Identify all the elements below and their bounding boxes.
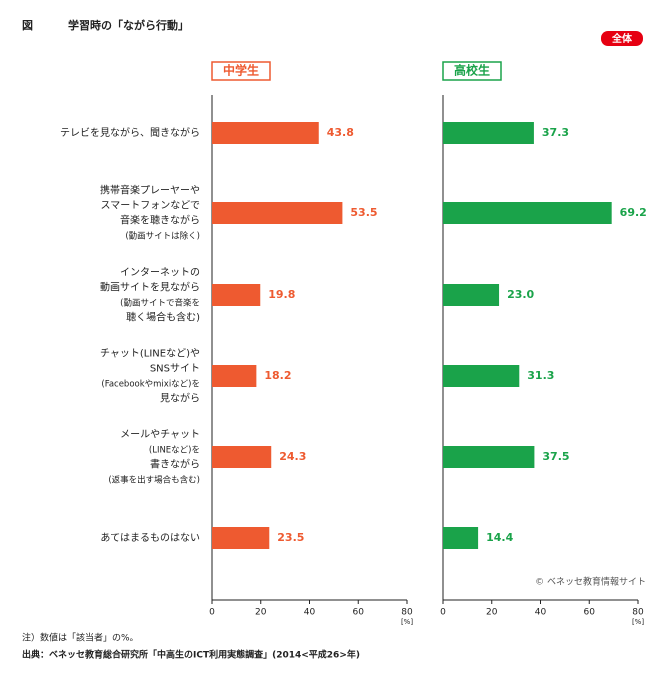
x-tick-label: 20 — [255, 608, 267, 618]
x-tick-label: 0 — [209, 608, 215, 618]
value-label: 37.3 — [542, 126, 569, 139]
category-label: テレビを見ながら、聞きながら — [60, 126, 200, 139]
x-tick-label: 20 — [486, 608, 498, 618]
badge-bg — [601, 31, 643, 46]
bar — [212, 527, 270, 549]
panel-header: 中学生 — [223, 63, 259, 78]
value-label: 18.2 — [264, 369, 291, 382]
chart-title: 学習時の「ながら行動」 — [68, 18, 189, 32]
value-label: 53.5 — [350, 206, 377, 219]
bar — [212, 284, 261, 306]
x-tick-label: 80 — [401, 608, 413, 618]
x-tick-label: 60 — [584, 608, 596, 618]
bar — [443, 284, 500, 306]
category-label: 携帯音楽プレーヤーやスマートフォンなどで音楽を聴きながら(動画サイトは除く) — [100, 184, 200, 242]
bar — [443, 202, 612, 224]
value-label: 24.3 — [279, 450, 306, 463]
category-label: あてはまるものはない — [100, 532, 200, 544]
value-label: 23.5 — [277, 531, 304, 544]
bar — [212, 365, 257, 387]
value-label: 19.8 — [268, 288, 295, 301]
value-label: 69.2 — [620, 206, 647, 219]
badge: 全体 — [611, 32, 633, 45]
note: 注）数値は「該当者」の%。 — [22, 632, 139, 644]
panel-header-box — [211, 61, 271, 81]
value-label: 14.4 — [486, 531, 513, 544]
bar — [212, 202, 343, 224]
x-axis-unit: [%] — [632, 618, 644, 626]
bar — [212, 122, 319, 144]
x-tick-label: 80 — [632, 608, 644, 618]
bar — [443, 122, 534, 144]
panel-header-box — [442, 61, 502, 81]
figure-label: 図 — [22, 18, 33, 32]
bar — [212, 446, 272, 468]
x-tick-label: 40 — [304, 608, 316, 618]
category-label: チャット(LINEなど)や SNSサイト(Facebookやmixiなど)を見なが… — [100, 348, 200, 405]
category-label: メールやチャット(LINEなど)を書きながら(返事を出す場合も含む) — [108, 429, 200, 486]
panel-header: 高校生 — [454, 63, 490, 78]
x-axis-unit: [%] — [401, 618, 413, 626]
bar — [443, 527, 479, 549]
value-label: 31.3 — [527, 369, 554, 382]
credit: © ベネッセ教育情報サイト — [535, 576, 646, 588]
value-label: 43.8 — [327, 126, 354, 139]
value-label: 23.0 — [507, 288, 534, 301]
source: 出典：ベネッセ教育総合研究所「中高生のICT利用実態調査」(2014<平成26>… — [22, 649, 360, 661]
category-label: インターネットの動画サイトを見ながら(動画サイトで音楽を聴く場合も含む) — [100, 267, 200, 324]
value-label: 37.5 — [542, 450, 569, 463]
x-tick-label: 40 — [535, 608, 547, 618]
x-tick-label: 60 — [353, 608, 365, 618]
bar — [443, 446, 535, 468]
bar — [443, 365, 520, 387]
x-tick-label: 0 — [440, 608, 446, 618]
